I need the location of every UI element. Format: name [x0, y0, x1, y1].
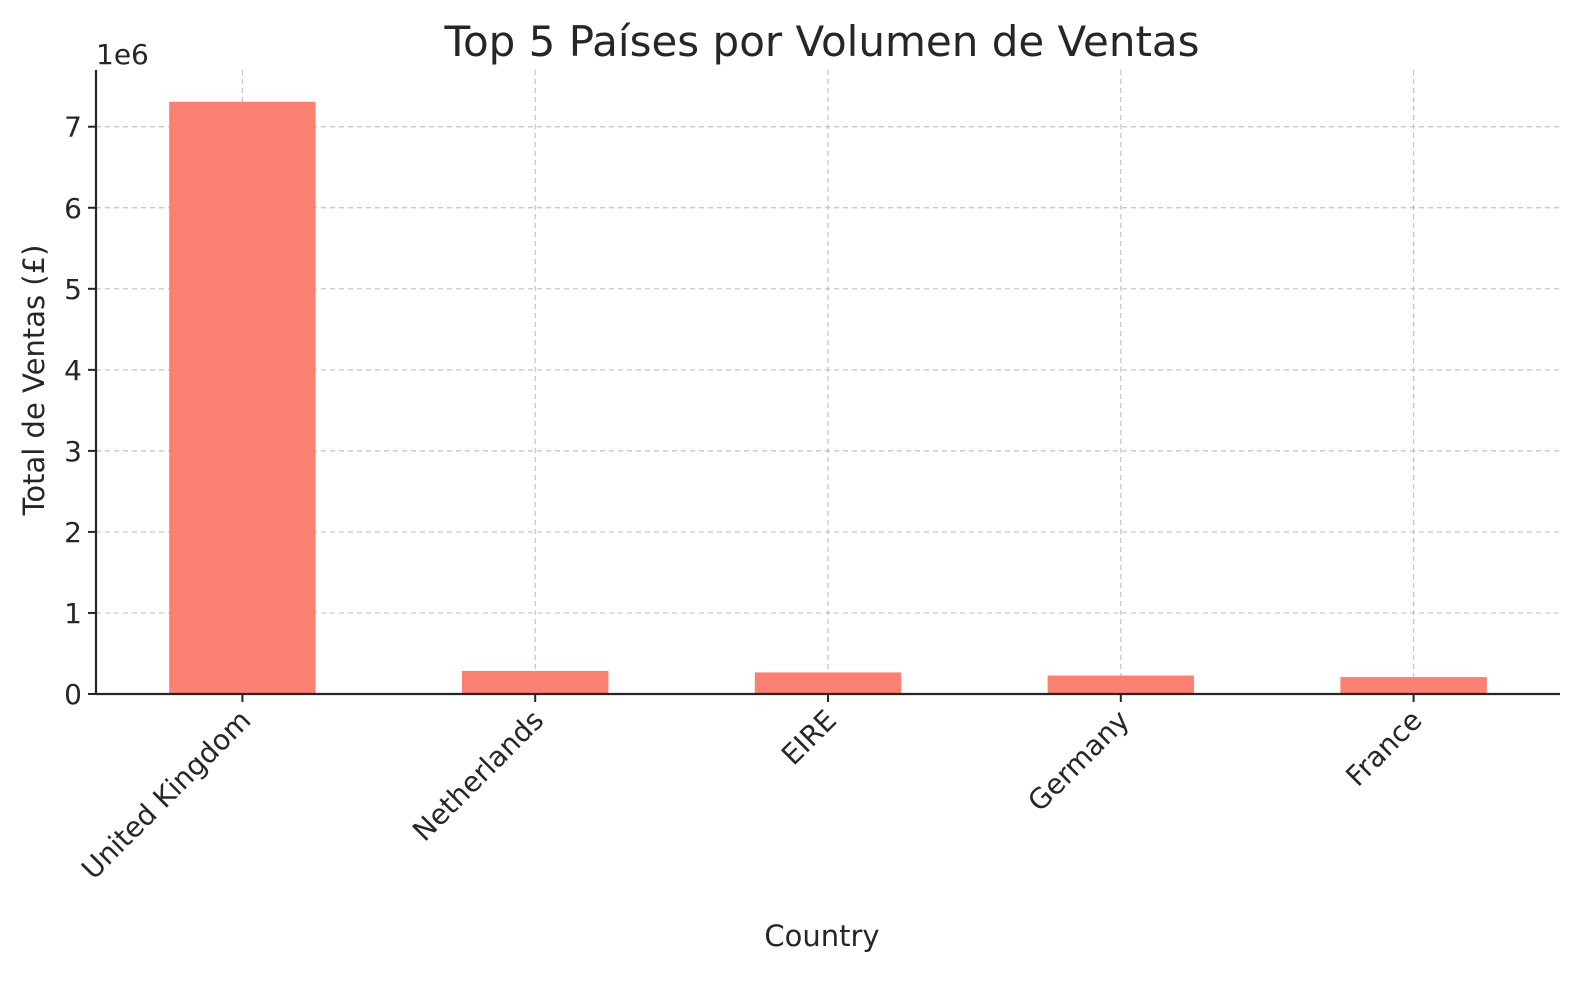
y-tick-label: 5	[64, 273, 82, 306]
grid-layer	[96, 70, 1560, 694]
bar-eire	[754, 672, 902, 694]
bar-france	[1340, 677, 1487, 694]
y-tick-label: 1	[64, 597, 82, 630]
bar-germany	[1047, 675, 1194, 694]
y-tick-label: 7	[64, 111, 82, 144]
x-tick-label: Netherlands	[406, 704, 550, 848]
bar-netherlands	[462, 670, 609, 694]
y-axis-offset-label: 1e6	[96, 38, 149, 71]
x-axis-label: Country	[764, 919, 879, 953]
bars-layer	[169, 101, 1487, 694]
x-tick-label: France	[1339, 704, 1428, 793]
y-tick-label: 3	[64, 435, 82, 468]
chart-title: Top 5 Países por Volumen de Ventas	[443, 17, 1199, 66]
y-tick-label: 2	[64, 516, 82, 549]
bar-united-kingdom	[169, 101, 316, 694]
x-tick-label: EIRE	[775, 704, 843, 772]
y-axis-label: Total de Ventas (£)	[17, 245, 51, 517]
x-tick-label: United Kingdom	[75, 704, 257, 886]
y-tick-label: 4	[64, 354, 82, 387]
x-tick-label: Germany	[1021, 704, 1135, 818]
y-tick-label: 6	[64, 192, 82, 225]
y-tick-label: 0	[64, 678, 82, 711]
